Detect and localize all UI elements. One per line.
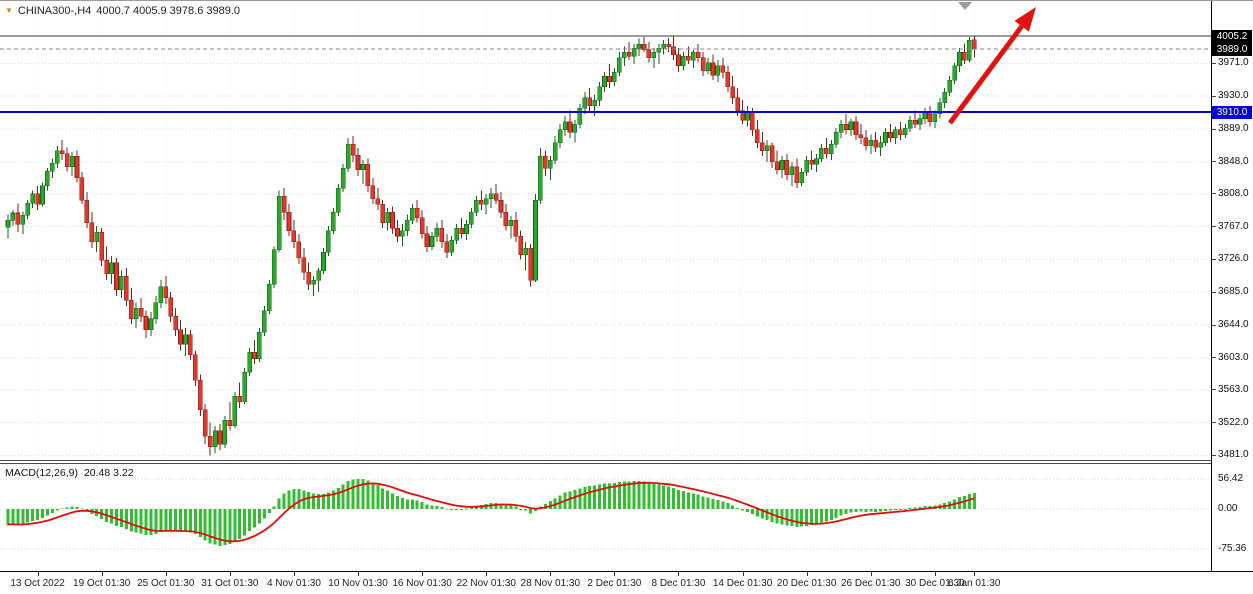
time-axis-tick [486,572,488,576]
time-tick-label: 26 Dec 01:30 [841,578,901,589]
time-tick-label: 20 Dec 01:30 [776,578,837,589]
price-tick-label: 3767.0 [1218,220,1249,232]
macd-axis-label: -75.36 [1218,543,1247,554]
price-tick-label: 3848.0 [1218,155,1249,167]
time-tick-label: 8 Dec 01:30 [651,578,706,589]
time-axis-tick [614,572,616,576]
macd-values-label: 20.48 3.22 [83,467,134,479]
time-axis-tick [742,572,744,576]
macd-name-label: MACD(12,26,9) [5,467,78,479]
time-tick-label: 4 Nov 01:30 [266,578,321,589]
price-line-value-box: 4005.2 [1212,29,1252,43]
time-axis-tick [974,572,976,576]
macd-indicator-canvas[interactable] [0,464,1211,570]
chart-shift-marker-icon [958,2,972,10]
time-axis-tick [678,572,680,576]
price-tick-label: 3889.0 [1218,123,1249,134]
price-tick-label: 3685.0 [1218,286,1249,298]
price-axis-tick [1212,128,1216,130]
price-axis-tick [1212,422,1216,424]
time-tick-label: 13 Oct 2022 [10,578,65,589]
price-axis-tick [1212,62,1216,64]
time-tick-label: 19 Oct 01:30 [73,578,131,589]
price-tick-label: 3563.0 [1218,383,1249,395]
price-tick-label: 3522.0 [1218,416,1249,428]
panel-splitter[interactable] [0,460,1253,464]
macd-histogram [6,479,976,546]
time-tick-label: 10 Nov 01:30 [328,578,388,589]
price-tick-label: 3644.0 [1218,319,1249,330]
price-axis-tick [1212,258,1216,260]
time-tick-label: 30 Dec 01:30 [905,578,965,589]
time-axis-tick [550,572,552,576]
trend-arrow[interactable] [947,7,1036,125]
price-axis[interactable]: 3971.0 3930.0 3889.0 3848.0 3808.0 3767.0 3726… [1211,1,1253,571]
price-tick-label: 3808.0 [1218,187,1249,199]
time-axis-tick [229,572,231,576]
time-tick-label: 16 Nov 01:30 [392,578,452,589]
price-axis-tick [1212,161,1216,163]
price-tick-label: 3603.0 [1218,351,1249,363]
time-tick-label: 25 Oct 01:30 [137,578,195,589]
time-axis-tick [101,572,103,576]
symbol-marker-icon[interactable]: ▼ [5,6,13,15]
time-axis-tick [37,572,39,576]
macd-axis-label: 56.42 [1218,473,1244,484]
time-axis-tick [806,572,808,576]
grid-layer [0,1,1211,460]
price-tick-label: 3481.0 [1218,449,1249,461]
price-axis-tick [1212,291,1216,293]
time-axis-tick [422,572,424,576]
time-tick-label: 31 Oct 01:30 [201,578,259,589]
price-axis-tick [1212,357,1216,359]
time-axis-tick [870,572,872,576]
time-tick-label: 22 Nov 01:30 [456,578,516,589]
time-axis-tick [934,572,936,576]
time-axis-tick [165,572,167,576]
price-line-value-box: 3910.0 [1212,105,1252,119]
price-axis-tick [1212,389,1216,391]
macd-indicator-label: MACD(12,26,9) 20.48 3.22 [5,467,134,479]
price-axis-tick [1212,324,1216,326]
candlestick-chart-canvas[interactable] [0,1,1211,460]
time-axis-tick [358,572,360,576]
chart-title: ▼ CHINA300-,H4 4000.7 4005.9 3978.6 3989… [5,5,240,17]
price-line-value-box: 3989.0 [1212,42,1252,56]
time-tick-label: 14 Dec 01:30 [712,578,773,589]
price-tick-label: 3930.0 [1218,90,1249,102]
candles-layer [5,35,977,456]
ohlc-values-label: 4000.7 4005.9 3978.6 3989.0 [96,5,241,17]
time-tick-label: 2 Dec 01:30 [587,578,642,589]
price-tick-label: 3971.0 [1218,57,1249,69]
price-tick-label: 3726.0 [1218,253,1249,265]
price-axis-tick [1212,95,1216,97]
time-tick-label: 6 Jan 01:30 [948,578,1001,589]
price-axis-tick [1212,454,1216,456]
macd-axis-label: 0.00 [1218,503,1238,514]
time-tick-label: 28 Nov 01:30 [520,578,581,589]
time-axis-tick [293,572,295,576]
price-axis-tick [1212,193,1216,195]
symbol-timeframe-label: CHINA300-,H4 [17,5,92,17]
macd-signal-line [7,481,975,543]
price-axis-tick [1212,226,1216,228]
time-axis[interactable]: 13 Oct 2022 19 Oct 01:30 25 Oct 01:30 31 Oc… [0,571,1253,594]
